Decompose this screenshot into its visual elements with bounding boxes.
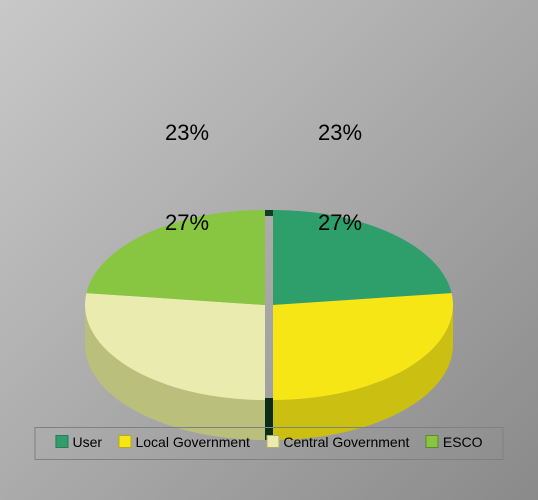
legend-item-user: User	[55, 434, 102, 450]
legend-label-esco: ESCO	[443, 434, 483, 450]
label-central-government: 27%	[165, 210, 209, 236]
legend-item-esco: ESCO	[426, 434, 483, 450]
legend-swatch-local-government	[118, 435, 131, 448]
legend-item-central-government: Central Government	[266, 434, 409, 450]
legend-item-local-government: Local Government	[118, 434, 249, 450]
legend-label-user: User	[72, 434, 102, 450]
legend-label-central-government: Central Government	[283, 434, 409, 450]
legend: User Local Government Central Government…	[34, 427, 503, 461]
legend-swatch-user	[55, 435, 68, 448]
legend-swatch-central-government	[266, 435, 279, 448]
pie-svg	[59, 195, 479, 455]
label-user: 23%	[318, 120, 362, 146]
label-esco: 23%	[165, 120, 209, 146]
label-local-government: 27%	[318, 210, 362, 236]
pie-chart-3d	[59, 195, 479, 460]
legend-label-local-government: Local Government	[135, 434, 249, 450]
legend-swatch-esco	[426, 435, 439, 448]
